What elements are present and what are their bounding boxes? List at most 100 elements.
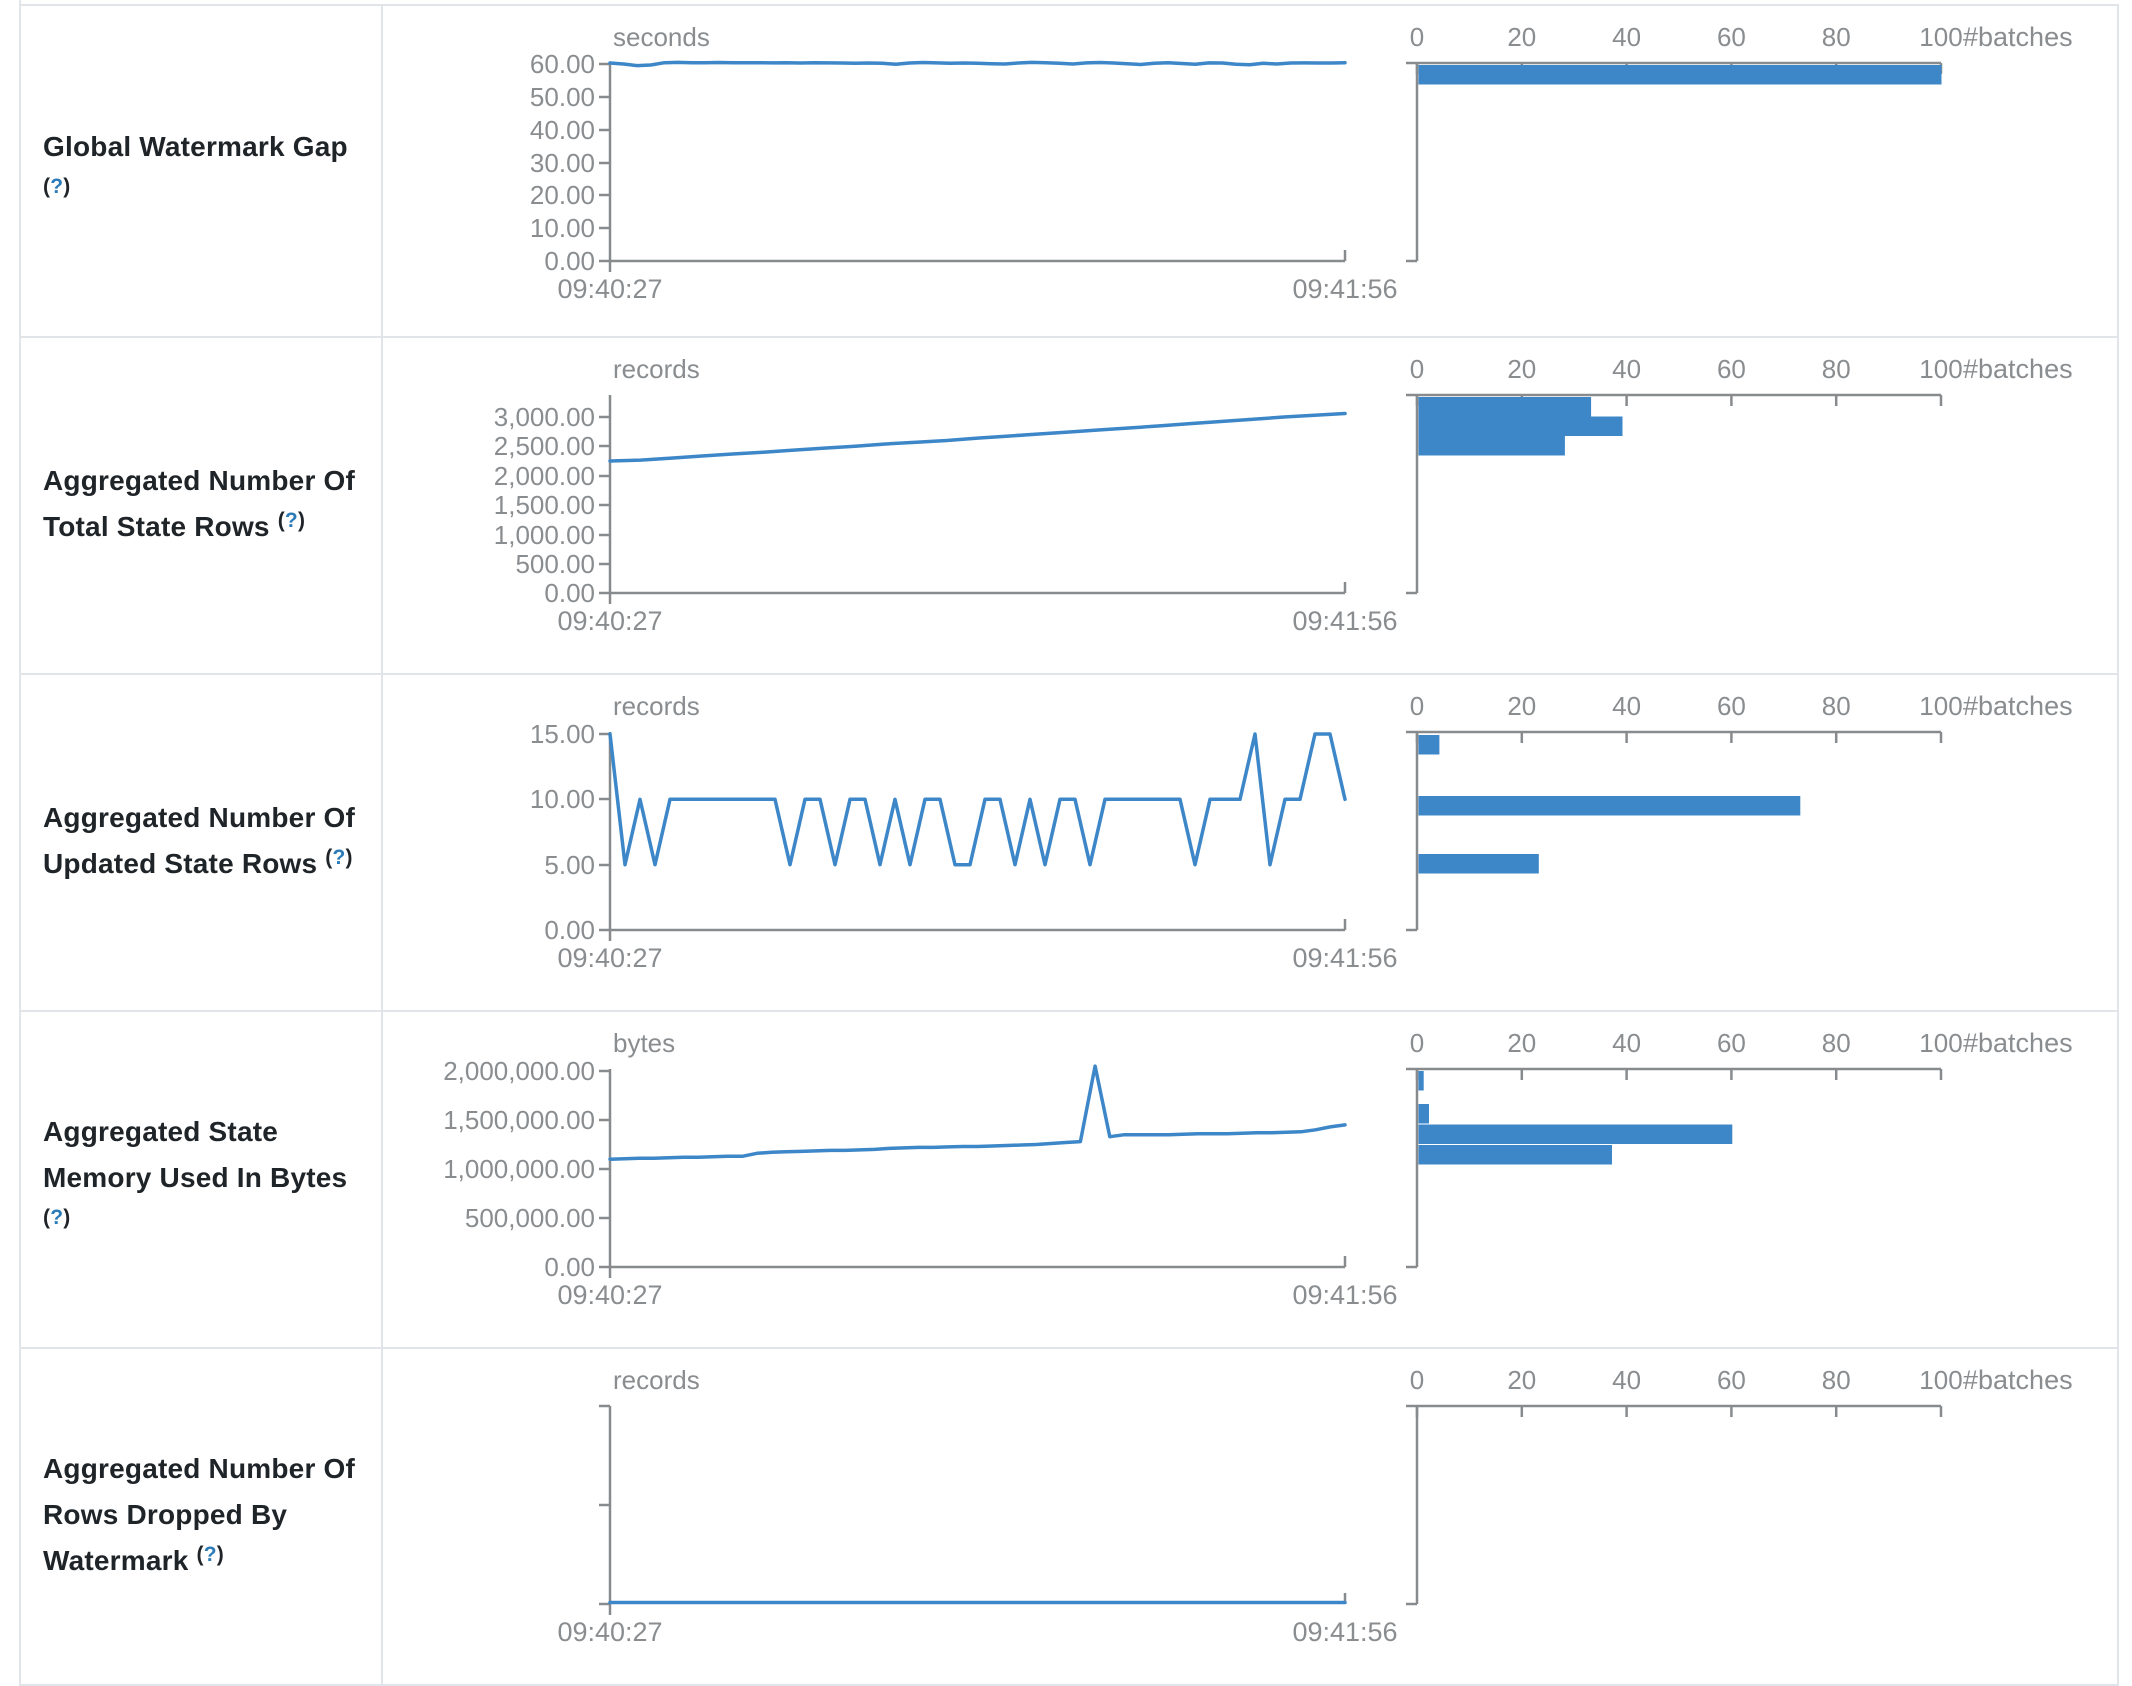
svg-text:2,000,000.00: 2,000,000.00 bbox=[443, 1056, 595, 1086]
table-row: Aggregated Number Of Updated State Rows … bbox=[21, 675, 2117, 1012]
svg-text:0: 0 bbox=[1410, 354, 1424, 384]
svg-text:100: 100 bbox=[1919, 354, 1962, 384]
svg-text:09:41:56: 09:41:56 bbox=[1292, 274, 1397, 304]
svg-text:500.00: 500.00 bbox=[515, 549, 595, 579]
svg-text:60.00: 60.00 bbox=[530, 49, 595, 79]
timeline-chart: bytes 2,000,000.00 1,500,000.00 1,000,000.0… bbox=[443, 1028, 1397, 1310]
charts-cell: records 3,000.00 2,500.00 2,000.00 1,500.00 1… bbox=[383, 338, 2117, 673]
charts-cell: seconds 60.00 50.00 40.00 30.00 20.00 10.00 0.0… bbox=[383, 6, 2117, 336]
svg-text:40: 40 bbox=[1612, 1365, 1641, 1395]
table-row: Global Watermark Gap (?) seconds 60.00 50.… bbox=[21, 6, 2117, 338]
metric-label: Aggregated Number Of Total State Rows (?… bbox=[43, 458, 365, 553]
metric-charts: seconds 60.0050.0040.0030.0020.0010.000.0… bbox=[530, 22, 2073, 304]
svg-text:seconds: seconds bbox=[613, 22, 710, 52]
svg-text:09:40:27: 09:40:27 bbox=[557, 1280, 662, 1310]
svg-text:09:40:27: 09:40:27 bbox=[557, 606, 662, 636]
svg-text:3,000.00: 3,000.00 bbox=[494, 402, 595, 432]
timeline-chart: records 09:40:27 09:41:56 bbox=[557, 1365, 1397, 1647]
svg-text:0.00: 0.00 bbox=[544, 578, 595, 608]
svg-text:09:41:56: 09:41:56 bbox=[1292, 1617, 1397, 1647]
timeline-chart: records 3,000.002,500.002,000.001,500.001… bbox=[494, 354, 1398, 636]
metric-label: Aggregated State Memory Used In Bytes (?… bbox=[43, 1109, 365, 1250]
svg-text:20.00: 20.00 bbox=[530, 180, 595, 210]
svg-text:0: 0 bbox=[1410, 1365, 1424, 1395]
svg-text:100: 100 bbox=[1919, 1028, 1962, 1058]
histogram-bar bbox=[1418, 854, 1539, 874]
histogram-chart: 0 20 40 60 80 100 #batches bbox=[1406, 22, 2073, 263]
svg-text:30.00: 30.00 bbox=[530, 148, 595, 178]
svg-text:2,000.00: 2,000.00 bbox=[494, 461, 595, 491]
svg-text:1,000.00: 1,000.00 bbox=[494, 520, 595, 550]
svg-text:60: 60 bbox=[1717, 691, 1746, 721]
svg-text:40: 40 bbox=[1612, 354, 1641, 384]
svg-text:80: 80 bbox=[1822, 691, 1851, 721]
svg-text:#batches: #batches bbox=[1963, 691, 2073, 721]
svg-text:500,000.00: 500,000.00 bbox=[465, 1203, 595, 1233]
svg-text:80: 80 bbox=[1822, 1365, 1851, 1395]
metric-label-cell: Aggregated Number Of Rows Dropped By Wat… bbox=[21, 1349, 383, 1684]
svg-text:40: 40 bbox=[1612, 22, 1641, 52]
svg-text:#batches: #batches bbox=[1963, 1365, 2073, 1395]
metric-label-cell: Aggregated Number Of Updated State Rows … bbox=[21, 675, 383, 1010]
histogram-bar bbox=[1418, 1145, 1612, 1165]
metric-label-text: Global Watermark Gap bbox=[43, 130, 348, 162]
svg-text:0: 0 bbox=[1410, 1028, 1424, 1058]
svg-text:09:40:27: 09:40:27 bbox=[557, 1617, 662, 1647]
metric-label: Aggregated Number Of Updated State Rows … bbox=[43, 795, 365, 890]
metric-label-cell: Aggregated Number Of Total State Rows (?… bbox=[21, 338, 383, 673]
svg-text:20: 20 bbox=[1507, 22, 1536, 52]
svg-text:100: 100 bbox=[1919, 691, 1962, 721]
svg-text:60: 60 bbox=[1717, 1365, 1746, 1395]
table-row: Aggregated State Memory Used In Bytes (?… bbox=[21, 1012, 2117, 1349]
svg-text:80: 80 bbox=[1822, 354, 1851, 384]
streaming-stats-table: Global Watermark Gap (?) seconds 60.00 50.… bbox=[19, 0, 2119, 1686]
help-icon[interactable]: (?) bbox=[43, 1206, 71, 1229]
timeline-chart: seconds 60.0050.0040.0030.0020.0010.000.0… bbox=[530, 22, 1398, 304]
svg-text:40: 40 bbox=[1612, 691, 1641, 721]
svg-text:#batches: #batches bbox=[1963, 1028, 2073, 1058]
svg-text:bytes: bytes bbox=[613, 1028, 675, 1058]
svg-text:09:40:27: 09:40:27 bbox=[557, 274, 662, 304]
histogram-bar bbox=[1418, 1071, 1424, 1091]
svg-text:09:41:56: 09:41:56 bbox=[1292, 606, 1397, 636]
svg-text:0: 0 bbox=[1410, 22, 1424, 52]
svg-text:records: records bbox=[613, 691, 700, 721]
histogram-chart: 0 20 40 60 80 100 #batches bbox=[1406, 354, 2073, 595]
histogram-chart: 0 20 40 60 80 100 #batches bbox=[1406, 1365, 2073, 1606]
charts-cell: records 15.00 10.00 5.00 0.00 09:40:27 09:41:5… bbox=[383, 675, 2117, 1010]
svg-text:09:41:56: 09:41:56 bbox=[1292, 943, 1397, 973]
svg-text:40: 40 bbox=[1612, 1028, 1641, 1058]
svg-text:0: 0 bbox=[1410, 691, 1424, 721]
svg-text:09:40:27: 09:40:27 bbox=[557, 943, 662, 973]
metric-label: Global Watermark Gap (?) bbox=[43, 124, 365, 219]
svg-text:80: 80 bbox=[1822, 1028, 1851, 1058]
svg-text:0.00: 0.00 bbox=[544, 246, 595, 276]
histogram-bar bbox=[1418, 397, 1592, 417]
histogram-chart: 0 20 40 60 80 100 #batches bbox=[1406, 691, 2073, 932]
histogram-bar bbox=[1418, 65, 1942, 85]
help-icon[interactable]: (?) bbox=[277, 509, 306, 532]
svg-text:#batches: #batches bbox=[1963, 22, 2073, 52]
metric-label-text: Aggregated Number Of Total State Rows bbox=[43, 465, 356, 542]
svg-text:60: 60 bbox=[1717, 1028, 1746, 1058]
histogram-bar bbox=[1418, 796, 1801, 816]
svg-text:10.00: 10.00 bbox=[530, 784, 595, 814]
histogram-bar bbox=[1418, 416, 1623, 436]
metric-charts: records 09:40:27 09:41:56 0 20 40 60 80 100 #batc… bbox=[557, 1365, 2073, 1647]
svg-text:20: 20 bbox=[1507, 1365, 1536, 1395]
svg-text:5.00: 5.00 bbox=[544, 850, 595, 880]
svg-text:1,500,000.00: 1,500,000.00 bbox=[443, 1105, 595, 1135]
svg-text:80: 80 bbox=[1822, 22, 1851, 52]
charts-cell: bytes 2,000,000.00 1,500,000.00 1,000,000.0… bbox=[383, 1012, 2117, 1347]
histogram-bar bbox=[1418, 1124, 1733, 1144]
help-icon[interactable]: (?) bbox=[196, 1543, 224, 1566]
metric-charts: records3,000.002,500.002,000.001,500.001… bbox=[494, 354, 2073, 636]
svg-text:20: 20 bbox=[1507, 1028, 1536, 1058]
help-icon[interactable]: (?) bbox=[325, 846, 353, 869]
help-icon[interactable]: (?) bbox=[43, 174, 71, 198]
table-row: Aggregated Number Of Rows Dropped By Wat… bbox=[21, 1349, 2117, 1686]
metric-label-cell: Aggregated State Memory Used In Bytes (?… bbox=[21, 1012, 383, 1347]
svg-text:100: 100 bbox=[1919, 1365, 1962, 1395]
